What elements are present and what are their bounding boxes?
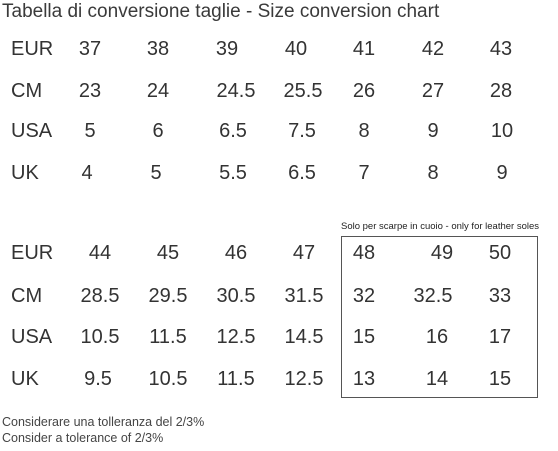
chart-title: Tabella di conversione taglie - Size con… bbox=[2, 1, 440, 22]
table-cell: 41 bbox=[352, 38, 376, 60]
leather-soles-note: Solo per scarpe in cuoio - only for leat… bbox=[341, 221, 540, 232]
table-cell: 6.5 bbox=[219, 120, 247, 142]
row-label: UK bbox=[11, 162, 39, 184]
table-cell: 24 bbox=[146, 80, 170, 102]
table-cell: 32 bbox=[352, 285, 376, 307]
table-cell: 7 bbox=[358, 162, 370, 184]
table-cell: 16 bbox=[425, 326, 449, 348]
table-cell: 49 bbox=[430, 242, 454, 264]
table-cell: 4 bbox=[81, 162, 93, 184]
table-cell: 24.5 bbox=[216, 80, 256, 102]
table-cell: 9.5 bbox=[84, 368, 112, 390]
table-cell: 37 bbox=[78, 38, 102, 60]
table-cell: 47 bbox=[292, 242, 316, 264]
table-cell: 26 bbox=[352, 80, 376, 102]
table-cell: 25.5 bbox=[283, 80, 323, 102]
table-cell: 46 bbox=[224, 242, 248, 264]
row-label: EUR bbox=[11, 242, 54, 264]
table-cell: 29.5 bbox=[148, 285, 188, 307]
table-cell: 10 bbox=[490, 120, 514, 142]
table-cell: 38 bbox=[146, 38, 170, 60]
table-cell: 10.5 bbox=[148, 368, 188, 390]
table-cell: 43 bbox=[489, 38, 513, 60]
table-cell: 39 bbox=[215, 38, 239, 60]
table-cell: 15 bbox=[488, 368, 512, 390]
row-label: UK bbox=[11, 368, 39, 390]
row-label: EUR bbox=[11, 38, 54, 60]
table-cell: 31.5 bbox=[284, 285, 324, 307]
table-cell: 11.5 bbox=[217, 368, 255, 390]
table-cell: 30.5 bbox=[216, 285, 256, 307]
tolerance-note-it: Considerare una tolleranza del 2/3% bbox=[2, 415, 205, 429]
row-label: USA bbox=[11, 326, 53, 348]
table-cell: 40 bbox=[284, 38, 308, 60]
leather-soles-box bbox=[341, 236, 538, 398]
table-cell: 45 bbox=[156, 242, 180, 264]
table-cell: 6 bbox=[152, 120, 164, 142]
table-cell: 11.5 bbox=[149, 326, 187, 348]
table-cell: 44 bbox=[88, 242, 112, 264]
table-cell: 8 bbox=[427, 162, 439, 184]
table-cell: 42 bbox=[421, 38, 445, 60]
table-cell: 14 bbox=[425, 368, 449, 390]
table-cell: 9 bbox=[496, 162, 508, 184]
table-cell: 12.5 bbox=[216, 326, 256, 348]
table-cell: 13 bbox=[352, 368, 376, 390]
table-cell: 6.5 bbox=[288, 162, 316, 184]
table-cell: 8 bbox=[358, 120, 370, 142]
row-label: CM bbox=[11, 285, 43, 307]
row-label: CM bbox=[11, 80, 43, 102]
row-label: USA bbox=[11, 120, 53, 142]
table-cell: 17 bbox=[488, 326, 512, 348]
table-cell: 5.5 bbox=[219, 162, 247, 184]
table-cell: 27 bbox=[421, 80, 445, 102]
tolerance-note-en: Consider a tolerance of 2/3% bbox=[2, 431, 164, 445]
table-cell: 50 bbox=[488, 242, 512, 264]
table-cell: 33 bbox=[488, 285, 512, 307]
table-cell: 15 bbox=[352, 326, 376, 348]
table-cell: 9 bbox=[427, 120, 439, 142]
table-cell: 14.5 bbox=[284, 326, 324, 348]
table-cell: 5 bbox=[150, 162, 162, 184]
table-cell: 48 bbox=[352, 242, 376, 264]
table-cell: 23 bbox=[78, 80, 102, 102]
table-cell: 7.5 bbox=[288, 120, 316, 142]
table-cell: 5 bbox=[84, 120, 96, 142]
table-cell: 32.5 bbox=[413, 285, 453, 307]
table-cell: 28 bbox=[489, 80, 513, 102]
table-cell: 10.5 bbox=[80, 326, 120, 348]
table-cell: 28.5 bbox=[80, 285, 120, 307]
table-cell: 12.5 bbox=[284, 368, 324, 390]
